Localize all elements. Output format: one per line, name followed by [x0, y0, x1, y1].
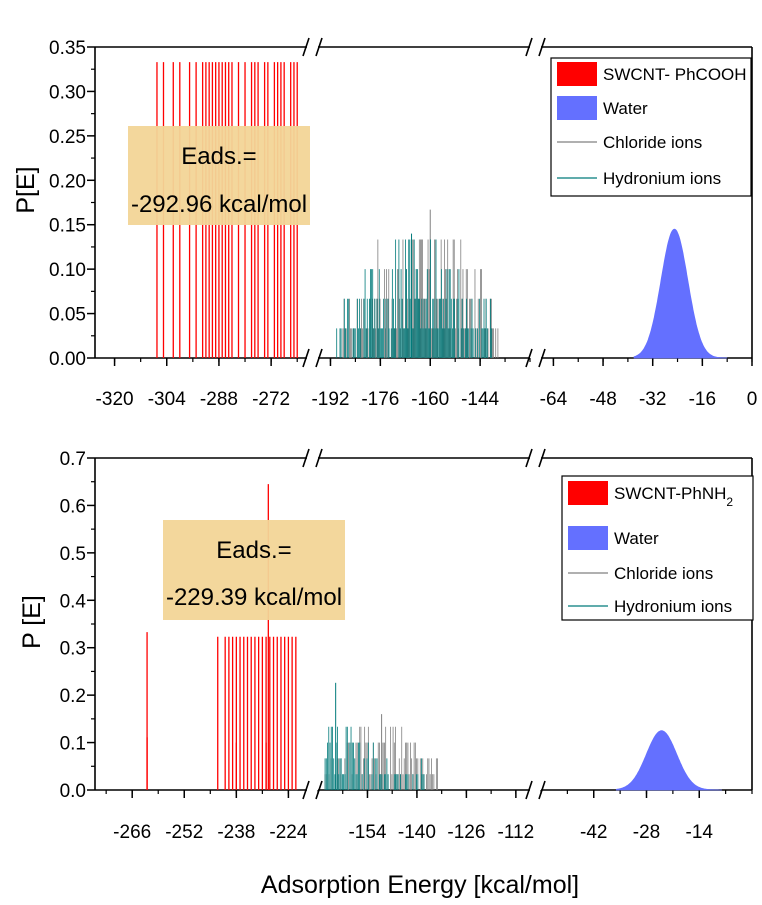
- series-hydronium: [336, 233, 493, 358]
- y-tick-label: 0.00: [49, 349, 86, 370]
- x-tick-label: -238: [217, 822, 255, 843]
- x-tick-label: -320: [96, 389, 134, 410]
- legend-label: Hydronium ions: [614, 597, 732, 616]
- y-tick-label: 0.10: [49, 260, 86, 281]
- axis-break-mark: [302, 348, 310, 368]
- y-axis-label: P [E]: [18, 595, 46, 649]
- eads-value: -292.96 kcal/mol: [131, 191, 307, 218]
- x-tick-label: -42: [580, 822, 607, 843]
- water-distribution: [615, 730, 722, 791]
- blue-patch-icon: [557, 96, 597, 120]
- x-tick-label: 0: [747, 389, 758, 410]
- axis-break-mark: [538, 37, 546, 57]
- legend-label: Water: [603, 99, 648, 118]
- axis-break-mark: [315, 448, 323, 468]
- panel-bottom-chart: 0.0 0.1 0.2 0.3 0.4 0.5 0.6 0.7 P [E] -266 -252 -23…: [18, 448, 754, 843]
- y-tick-label: 0.15: [49, 216, 86, 237]
- axis-break-mark: [525, 348, 533, 368]
- x-tick-label: -126: [447, 822, 485, 843]
- x-tick-label: -304: [148, 389, 186, 410]
- series-water: [615, 730, 722, 791]
- axis-break-mark: [538, 348, 546, 368]
- eads-annotation-box: [163, 520, 345, 620]
- legend-label: SWCNT- PhCOOH: [603, 65, 747, 84]
- x-tick-label: -48: [589, 389, 616, 410]
- x-tick-label: -224: [269, 822, 307, 843]
- y-tick-label: 0.20: [49, 171, 86, 192]
- legend-label: Chloride ions: [614, 564, 713, 583]
- eads-label: Eads.=: [181, 143, 256, 170]
- y-tick-label: 0.05: [49, 305, 86, 326]
- y-tick-label: 0.35: [49, 38, 86, 59]
- x-tick-label: -160: [411, 389, 449, 410]
- legend-label-subscript: 2: [726, 495, 733, 509]
- axis-break-mark: [525, 448, 533, 468]
- y-tick-label: 0.1: [60, 734, 86, 755]
- eads-value: -229.39 kcal/mol: [166, 584, 342, 611]
- axis-break-mark: [538, 448, 546, 468]
- y-tick-label: 0.25: [49, 127, 86, 148]
- legend-label: Chloride ions: [603, 133, 702, 152]
- axis-break-mark: [315, 780, 323, 800]
- x-tick-label: -32: [639, 389, 666, 410]
- series-chloride: [324, 714, 439, 790]
- y-tick-label: 0.4: [60, 591, 87, 612]
- x-tick-label: -266: [113, 822, 151, 843]
- water-distribution: [633, 228, 728, 359]
- y-tick-label: 0.3: [60, 639, 86, 660]
- red-patch-icon: [568, 481, 608, 505]
- x-tick-label: -16: [689, 389, 716, 410]
- y-tick-label: 0.2: [60, 686, 86, 707]
- x-tick-label: -140: [398, 822, 436, 843]
- x-tick-label: -154: [348, 822, 386, 843]
- axis-break-mark: [315, 348, 323, 368]
- legend-label: Water: [614, 529, 659, 548]
- x-tick-label: -192: [311, 389, 349, 410]
- legend-label: Hydronium ions: [603, 169, 721, 188]
- axis-break-mark: [525, 780, 533, 800]
- x-tick-label: -176: [361, 389, 399, 410]
- x-tick-label: -14: [686, 822, 714, 843]
- y-axis-label: P[E]: [12, 166, 40, 213]
- blue-patch-icon: [568, 526, 608, 550]
- x-tick-label: -252: [165, 822, 203, 843]
- y-tick-label: 0.0: [60, 781, 86, 802]
- red-patch-icon: [557, 62, 597, 86]
- y-tick-label: 0.6: [60, 496, 86, 517]
- axis-break-mark: [302, 37, 310, 57]
- eads-label: Eads.=: [216, 537, 291, 564]
- x-tick-label: -28: [633, 822, 660, 843]
- axis-break-mark: [315, 37, 323, 57]
- series-water: [633, 228, 728, 359]
- y-tick-label: 0.7: [60, 449, 86, 470]
- x-tick-label: -144: [461, 389, 499, 410]
- x-axis-label: Adsorption Energy [kcal/mol]: [261, 871, 579, 899]
- y-tick-label: 0.30: [49, 82, 86, 103]
- eads-annotation-box: [128, 126, 310, 225]
- panel-top-chart: 0.000.050.100.150.200.250.300.35P[E]-320…: [12, 37, 758, 410]
- x-tick-label: -64: [540, 389, 568, 410]
- x-tick-label: -272: [252, 389, 290, 410]
- series-hydronium: [324, 682, 425, 790]
- x-tick-label: -112: [498, 822, 535, 843]
- axis-break-mark: [538, 780, 546, 800]
- axis-break-mark: [525, 37, 533, 57]
- axis-break-mark: [302, 448, 310, 468]
- axis-break-mark: [302, 780, 310, 800]
- x-tick-label: -288: [200, 389, 238, 410]
- y-tick-label: 0.5: [60, 544, 86, 565]
